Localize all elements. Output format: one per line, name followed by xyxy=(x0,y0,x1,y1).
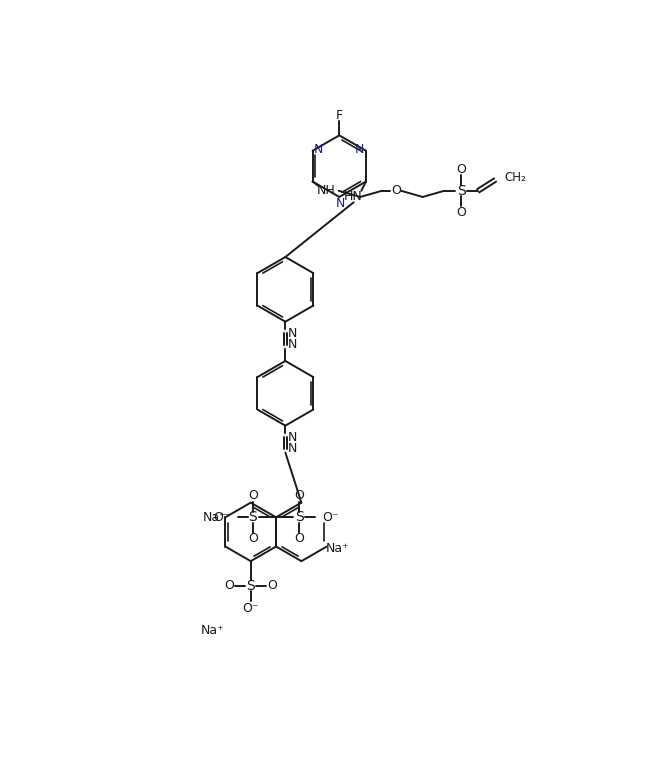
Text: N: N xyxy=(288,443,297,455)
Text: O: O xyxy=(248,532,258,546)
Text: O: O xyxy=(456,206,466,219)
Text: O: O xyxy=(224,579,234,592)
Text: O: O xyxy=(294,532,304,546)
Text: N: N xyxy=(288,339,297,351)
Text: Na⁺: Na⁺ xyxy=(200,624,224,637)
Text: O⁻: O⁻ xyxy=(322,511,339,524)
Text: N: N xyxy=(288,327,297,339)
Text: O⁻: O⁻ xyxy=(242,602,259,615)
Text: O: O xyxy=(456,163,466,176)
Text: Na⁺: Na⁺ xyxy=(326,542,349,555)
Text: N: N xyxy=(314,143,323,156)
Text: O⁻: O⁻ xyxy=(213,511,230,524)
Text: NH: NH xyxy=(317,184,336,198)
Text: O: O xyxy=(391,184,401,198)
Text: N: N xyxy=(288,431,297,444)
Text: N: N xyxy=(355,143,365,156)
Text: S: S xyxy=(457,184,466,198)
Text: S: S xyxy=(295,510,303,524)
Text: O: O xyxy=(294,489,304,502)
Text: F: F xyxy=(336,109,343,122)
Text: CH₂: CH₂ xyxy=(504,171,526,184)
Text: Na⁺: Na⁺ xyxy=(202,511,226,524)
Text: O: O xyxy=(248,489,258,502)
Text: S: S xyxy=(246,579,255,593)
Text: O: O xyxy=(267,579,277,592)
Text: S: S xyxy=(248,510,257,524)
Text: N: N xyxy=(336,198,345,210)
Text: HN: HN xyxy=(344,191,363,204)
